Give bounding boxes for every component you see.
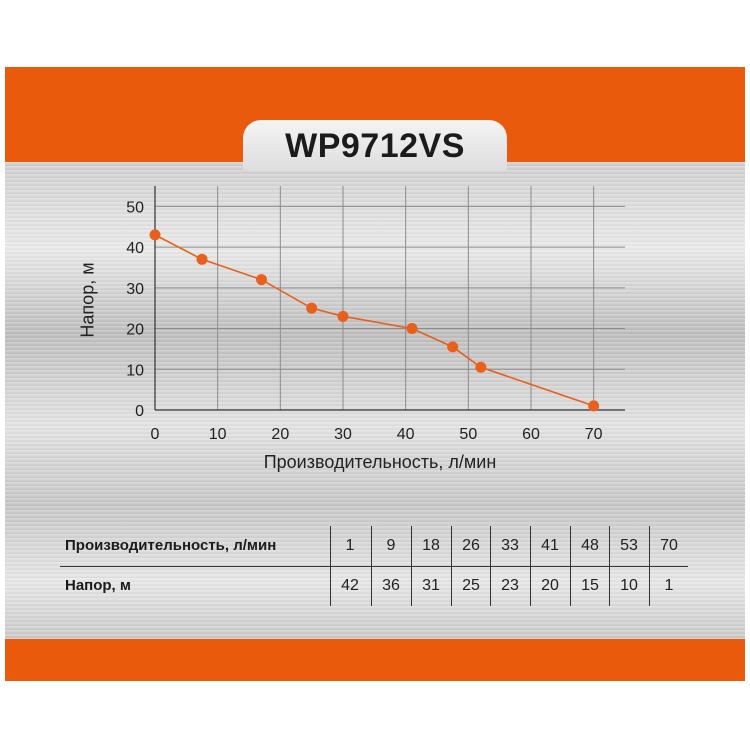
data-point bbox=[256, 274, 268, 286]
y-tick-label: 0 bbox=[135, 403, 144, 420]
x-tick-label: 50 bbox=[459, 426, 477, 443]
data-point bbox=[196, 253, 208, 265]
table-row-head: Напор, м 42 36 31 25 23 20 15 10 1 bbox=[60, 566, 690, 606]
table-column-divider bbox=[609, 526, 610, 606]
x-tick-label: 70 bbox=[585, 426, 603, 443]
x-axis-label: Производительность, л/мин bbox=[263, 452, 497, 472]
chart-grid bbox=[155, 186, 625, 410]
table-cell: 70 bbox=[660, 537, 678, 554]
data-point bbox=[447, 341, 459, 353]
table-row-flow: Производительность, л/мин 1 9 18 26 33 4… bbox=[60, 526, 690, 566]
table-cell: 18 bbox=[422, 537, 440, 554]
table-column-divider bbox=[451, 526, 452, 606]
y-tick-label: 10 bbox=[126, 362, 144, 379]
model-title: WP9712VS bbox=[285, 127, 465, 165]
data-point bbox=[475, 361, 487, 373]
data-point bbox=[406, 323, 418, 335]
data-point bbox=[588, 400, 600, 412]
table-cell: 1 bbox=[345, 537, 355, 554]
chart-tick-labels: 0 10 20 30 40 50 60 70 0 10 20 30 40 50 bbox=[126, 199, 602, 443]
y-tick-label: 30 bbox=[126, 281, 144, 298]
table-cell: 1 bbox=[664, 577, 674, 594]
x-tick-label: 40 bbox=[397, 426, 415, 443]
y-tick-label: 40 bbox=[126, 240, 144, 257]
bottom-orange-band bbox=[5, 639, 745, 681]
chart-series bbox=[149, 229, 600, 412]
y-tick-label: 20 bbox=[126, 322, 144, 339]
data-point bbox=[306, 302, 318, 314]
table-column-divider bbox=[330, 526, 331, 606]
table-cell: 31 bbox=[422, 577, 440, 594]
x-tick-label: 60 bbox=[522, 426, 540, 443]
table-column-divider bbox=[530, 526, 531, 606]
table-row-label-head: Напор, м bbox=[65, 577, 131, 594]
table-row-divider bbox=[60, 566, 688, 567]
table-row-label-flow: Производительность, л/мин bbox=[65, 537, 277, 554]
table-column-divider bbox=[570, 526, 571, 606]
table-column-divider bbox=[490, 526, 491, 606]
y-axis-label: Напор, м bbox=[77, 262, 98, 338]
series-line bbox=[154, 234, 594, 407]
metal-panel bbox=[5, 162, 745, 639]
table-column-divider bbox=[649, 526, 650, 606]
table-cell: 15 bbox=[581, 577, 599, 594]
title-tab bbox=[243, 120, 507, 170]
data-point bbox=[149, 229, 161, 241]
x-tick-label: 10 bbox=[209, 426, 227, 443]
table-column-divider bbox=[411, 526, 412, 606]
performance-table: Производительность, л/мин 1 9 18 26 33 4… bbox=[60, 526, 690, 606]
table-cell: 25 bbox=[462, 577, 480, 594]
chart-axes bbox=[154, 186, 625, 411]
data-point bbox=[337, 310, 349, 322]
table-cell: 23 bbox=[501, 577, 519, 594]
x-tick-label: 0 bbox=[151, 426, 160, 443]
x-tick-label: 20 bbox=[271, 426, 289, 443]
table-cell: 10 bbox=[620, 577, 638, 594]
table-cell: 20 bbox=[541, 577, 559, 594]
table-column-divider bbox=[371, 526, 372, 606]
table-cell: 42 bbox=[341, 577, 359, 594]
table-cell: 33 bbox=[501, 537, 519, 554]
table-cell: 36 bbox=[382, 577, 400, 594]
table-cell: 53 bbox=[620, 537, 638, 554]
table-cell: 41 bbox=[541, 537, 559, 554]
table-cell: 26 bbox=[462, 537, 480, 554]
table-cell: 9 bbox=[386, 537, 396, 554]
x-tick-label: 30 bbox=[334, 426, 352, 443]
table-cell: 48 bbox=[581, 537, 599, 554]
y-tick-label: 50 bbox=[126, 199, 144, 216]
